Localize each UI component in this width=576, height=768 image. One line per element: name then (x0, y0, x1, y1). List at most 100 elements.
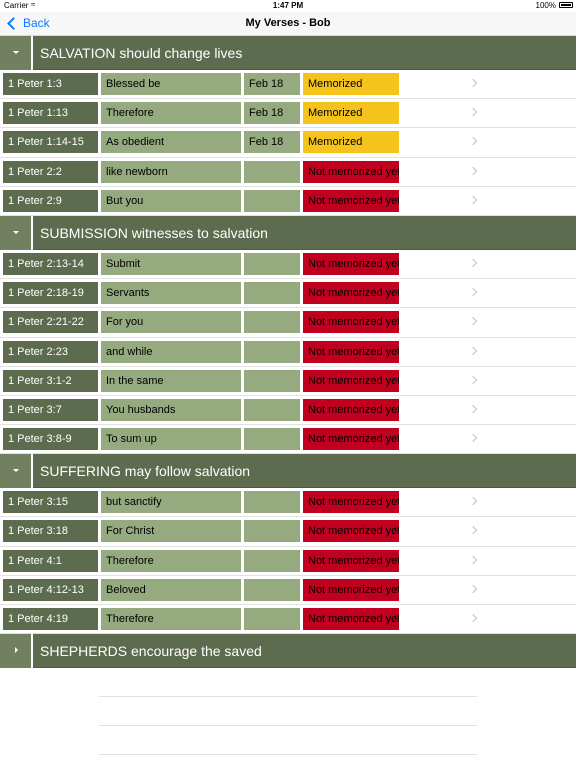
verse-snippet: Beloved (101, 578, 241, 601)
verse-row[interactable]: 1 Peter 2:23 and while Not memorized yet (0, 338, 576, 367)
verse-snippet: For you (101, 311, 241, 334)
verse-snippet: but sanctify (101, 491, 241, 514)
verse-row[interactable]: 1 Peter 2:9 But you Not memorized yet (0, 187, 576, 216)
memorization-status: Not memorized yet (303, 160, 399, 183)
verse-row[interactable]: 1 Peter 1:13 Therefore Feb 18 Memorized (0, 99, 576, 129)
chevron-right-icon (468, 195, 478, 204)
memorization-status: Not memorized yet (303, 369, 399, 392)
verse-row[interactable]: 1 Peter 4:1 Therefore Not memorized yet (0, 547, 576, 576)
section-header[interactable]: SUBMISSION witnesses to salvation (0, 215, 576, 250)
section-header[interactable]: SALVATION should change lives (0, 36, 576, 70)
verse-row[interactable]: 1 Peter 2:2 like newborn Not memorized yet (0, 158, 576, 187)
verse-row[interactable]: 1 Peter 1:3 Blessed be Feb 18 Memorized (0, 70, 576, 100)
memorized-date (244, 311, 300, 334)
memorization-status: Not memorized yet (303, 520, 399, 543)
section-toggle-button[interactable] (0, 215, 33, 250)
verse-reference: 1 Peter 3:15 (3, 491, 98, 514)
section-title: SHEPHERDS encourage the saved (40, 643, 262, 660)
chevron-right-icon (468, 404, 478, 414)
empty-row-divider (99, 754, 477, 755)
verse-snippet: For Christ (101, 520, 241, 543)
verse-row[interactable]: 1 Peter 3:15 but sanctify Not memorized ye… (0, 488, 576, 518)
memorized-date (244, 398, 300, 421)
memorization-status: Not memorized yet (303, 549, 399, 572)
verse-reference: 1 Peter 2:21-22 (3, 311, 98, 334)
verse-row[interactable]: 1 Peter 2:18-19 Servants Not memorized yet (0, 279, 576, 309)
section-header[interactable]: SUFFERING may follow salvation (0, 454, 576, 489)
back-button[interactable]: Back (6, 16, 50, 30)
memorized-date: Feb 18 (244, 73, 300, 95)
empty-row-divider (99, 696, 477, 697)
section-title: SALVATION should change lives (40, 45, 243, 61)
memorized-date (244, 520, 300, 543)
triangle-down-icon (13, 230, 19, 234)
verse-row[interactable]: 1 Peter 2:21-22 For you Not memorized yet (0, 308, 576, 338)
chevron-right-icon (468, 346, 478, 355)
verse-snippet: In the same (101, 369, 241, 392)
memorized-date (244, 491, 300, 514)
memorization-status: Memorized (303, 73, 399, 95)
section-header[interactable]: SHEPHERDS encourage the saved (0, 634, 576, 669)
memorized-date (244, 369, 300, 392)
verse-row[interactable]: 1 Peter 2:13-14 Submit Not memorized yet (0, 250, 576, 280)
section-toggle-button[interactable] (0, 634, 33, 669)
verse-reference: 1 Peter 2:23 (3, 340, 98, 363)
verse-reference: 1 Peter 1:13 (3, 102, 98, 125)
chevron-right-icon (468, 166, 478, 175)
chevron-right-icon (468, 287, 478, 297)
memorization-status: Not memorized yet (303, 252, 399, 275)
verse-row[interactable]: 1 Peter 3:8-9 To sum up Not memorized yet (0, 425, 576, 455)
verse-reference: 1 Peter 1:14-15 (3, 131, 98, 154)
chevron-right-icon (468, 497, 478, 506)
verse-row[interactable]: 1 Peter 4:12-13 Beloved Not memorized yet (0, 576, 576, 605)
verse-snippet: Servants (101, 282, 241, 305)
chevron-right-icon (468, 584, 478, 594)
triangle-down-icon (13, 51, 19, 54)
verse-snippet: and while (101, 340, 241, 363)
verse-reference: 1 Peter 4:12-13 (3, 578, 98, 601)
chevron-right-icon (468, 375, 478, 384)
memorized-date (244, 160, 300, 183)
memorized-date (244, 282, 300, 305)
verse-list: SALVATION should change lives 1 Peter 1:3… (0, 36, 576, 669)
memorized-date (244, 549, 300, 572)
memorized-date: Feb 18 (244, 131, 300, 154)
verse-snippet: To sum up (101, 428, 241, 451)
triangle-right-icon (15, 647, 18, 654)
verse-snippet: Blessed be (101, 73, 241, 95)
memorization-status: Memorized (303, 131, 399, 154)
memorization-status: Not memorized yet (303, 282, 399, 305)
verse-row[interactable]: 1 Peter 3:7 You husbands Not memorized yet (0, 396, 576, 426)
chevron-right-icon (468, 526, 478, 535)
verse-snippet: Therefore (101, 549, 241, 572)
memorized-date (244, 578, 300, 601)
empty-row-divider (99, 725, 477, 726)
clock: 1:47 PM (272, 1, 304, 10)
verse-reference: 1 Peter 3:18 (3, 520, 98, 543)
verse-snippet: Submit (101, 252, 241, 275)
verse-row[interactable]: 1 Peter 3:1-2 In the same Not memorized ye… (0, 367, 576, 396)
triangle-down-icon (13, 469, 19, 473)
section-toggle-button[interactable] (0, 36, 33, 70)
memorization-status: Not memorized yet (303, 578, 399, 601)
chevron-right-icon (468, 555, 478, 564)
section-title: SUFFERING may follow salvation (40, 463, 251, 480)
section-toggle-button[interactable] (0, 454, 33, 489)
chevron-right-icon (468, 317, 478, 326)
verse-row[interactable]: 1 Peter 4:19 Therefore Not memorized yet (0, 605, 576, 635)
verse-row[interactable]: 1 Peter 3:18 For Christ Not memorized yet (0, 517, 576, 547)
section-title: SUBMISSION witnesses to salvation (40, 224, 268, 241)
battery-icon (559, 2, 573, 8)
verse-row[interactable]: 1 Peter 1:14-15 As obedient Feb 18 Memorize… (0, 128, 576, 158)
memorized-date (244, 252, 300, 275)
memorized-date (244, 428, 300, 451)
verse-snippet: Therefore (101, 608, 241, 630)
wifi-icon: ≈ (31, 0, 36, 9)
chevron-right-icon (468, 137, 478, 146)
verse-snippet: like newborn (101, 160, 241, 183)
chevron-right-icon (468, 613, 478, 623)
status-bar: Carrier ≈ 1:47 PM 100% (0, 0, 576, 12)
carrier-label: Carrier (4, 1, 29, 10)
memorization-status: Not memorized yet (303, 608, 399, 630)
chevron-right-icon (468, 258, 478, 268)
